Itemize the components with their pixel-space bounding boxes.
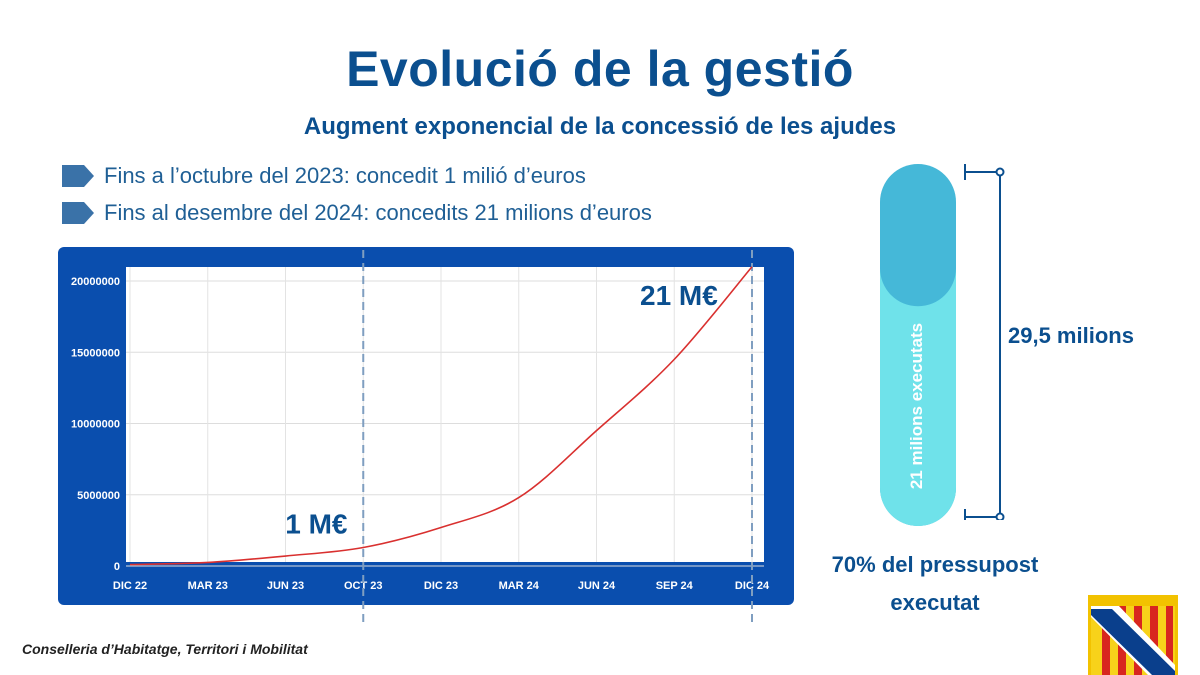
arrow-icon	[62, 165, 94, 187]
y-tick-label: 20000000	[71, 276, 120, 288]
x-tick-label: DIC 24	[735, 580, 770, 592]
x-tick-label: MAR 24	[499, 580, 540, 592]
gauge-executed	[880, 268, 956, 526]
y-tick-label: 10000000	[71, 419, 120, 431]
x-tick-label: MAR 23	[188, 580, 228, 592]
x-tick-label: DIC 22	[113, 580, 147, 592]
annotation-1m: 1 M€	[285, 508, 348, 539]
bullet-item: Fins a l’octubre del 2023: concedit 1 mi…	[62, 161, 586, 191]
x-tick-label: JUN 24	[578, 580, 616, 592]
x-tick-label: SEP 24	[656, 580, 694, 592]
budget-gauge	[880, 164, 956, 526]
plot-area	[126, 267, 764, 562]
range-bracket	[964, 164, 1005, 520]
line-chart: 0 5000000 10000000 15000000 20000000 DIC 22 MA…	[71, 247, 770, 625]
y-tick-label: 5000000	[77, 490, 120, 502]
chart-panel	[58, 247, 794, 605]
y-tick-label: 15000000	[71, 347, 120, 359]
page-subtitle: Augment exponencial de la concessió de l…	[303, 113, 897, 140]
percent-executed: 70% del pressupost executat	[831, 552, 1039, 615]
gauge-inner-label: 21 milions executats	[907, 322, 926, 490]
x-tick-label: JUN 23	[267, 580, 304, 592]
page-title: Evolució de la gestió	[346, 41, 854, 97]
x-tick-label: DIC 23	[424, 580, 458, 592]
y-tick-label: 0	[114, 561, 120, 573]
coat-of-arms-logo	[1088, 595, 1178, 675]
bullet-item: Fins al desembre del 2024: concedits 21 …	[62, 198, 652, 228]
annotation-21m: 21 M€	[640, 280, 718, 311]
footer-department: Conselleria d’Habitatge, Territori i Mob…	[22, 641, 308, 657]
x-tick-label: OCT 23	[344, 580, 383, 592]
total-budget-label: 29,5 milions	[1008, 323, 1134, 348]
bullet-text: Fins al desembre del 2024: concedits 21 …	[104, 200, 652, 225]
bullet-text: Fins a l’octubre del 2023: concedit 1 mi…	[104, 163, 586, 188]
arrow-icon	[62, 202, 94, 224]
series-line	[129, 266, 753, 566]
